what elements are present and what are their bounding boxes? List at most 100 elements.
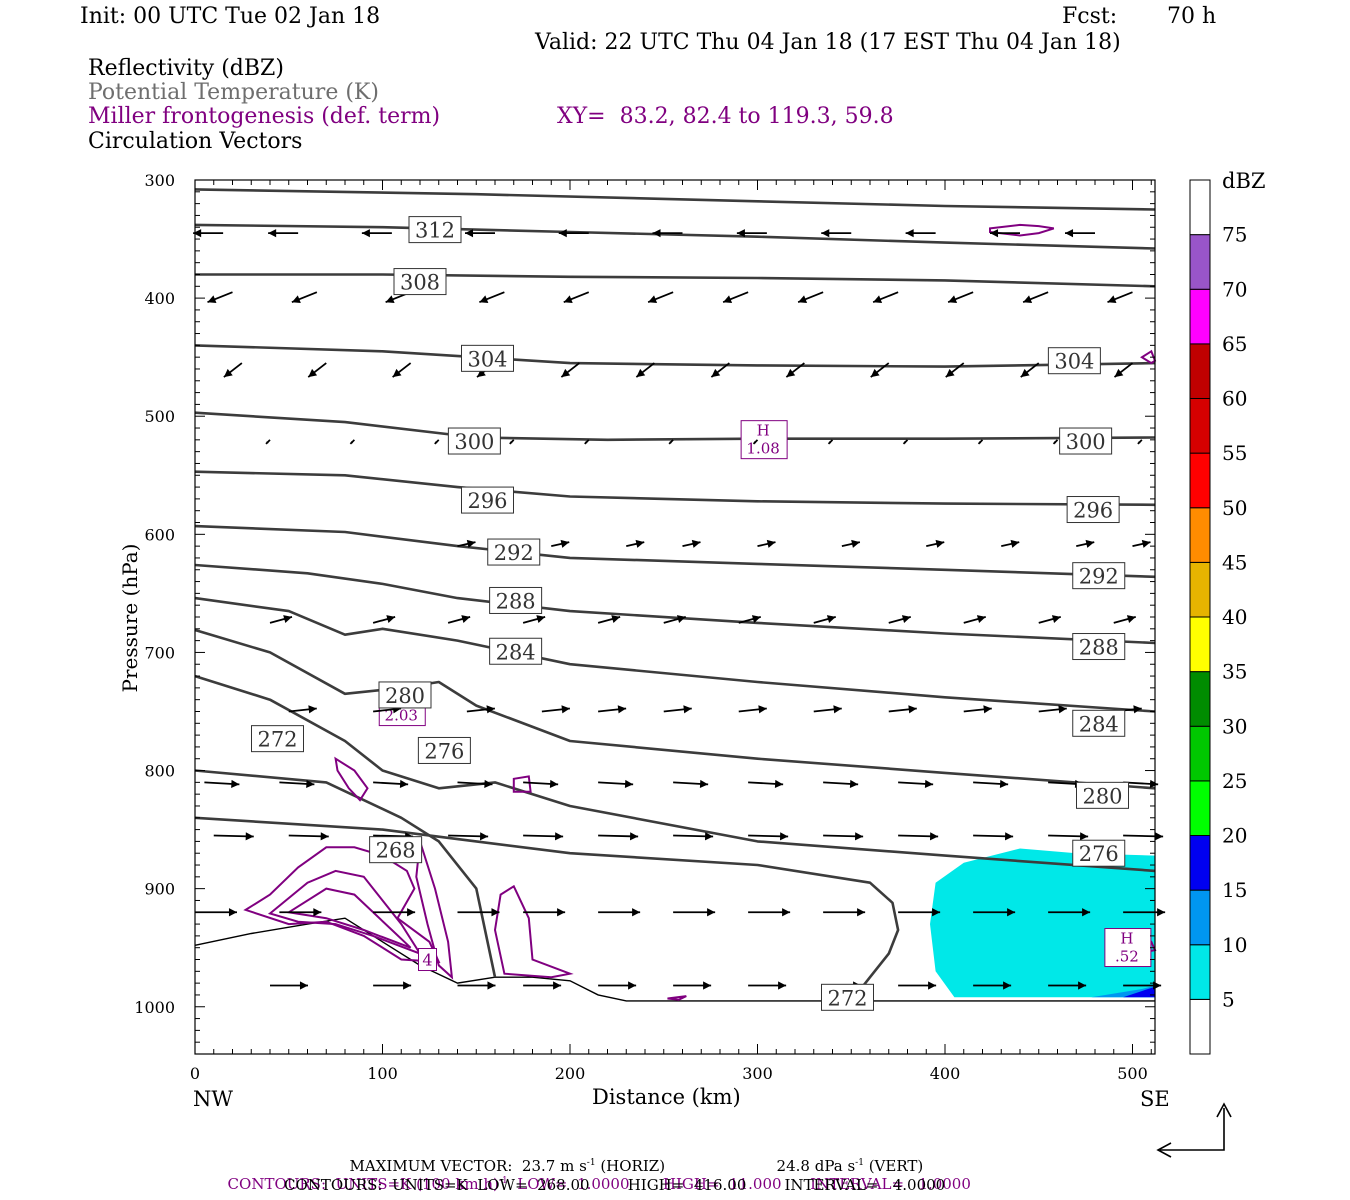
- circulation-vector: [598, 705, 627, 714]
- init-time: Init: 00 UTC Tue 02 Jan 18: [80, 4, 381, 29]
- circulation-vector: [1137, 439, 1143, 445]
- isentrope-label: 272: [257, 728, 297, 752]
- colorbar-tick-label: 65: [1222, 332, 1247, 356]
- vector-head: [1114, 368, 1124, 378]
- vector-head: [924, 779, 934, 788]
- vector-head: [635, 539, 645, 548]
- frontogenesis-contour: [267, 869, 423, 956]
- reflectivity-fill-layer: [930, 848, 1155, 998]
- circulation-vector: [523, 779, 559, 788]
- circulation-vector: [827, 439, 834, 445]
- circulation-vector: [193, 229, 224, 238]
- circulation-vector: [963, 705, 992, 714]
- colorbar-segment: [1189, 835, 1211, 891]
- circulation-vector: [710, 362, 730, 378]
- isentrope-label: 308: [400, 271, 440, 295]
- circulation-vector: [372, 615, 396, 624]
- circulation-vector: [291, 291, 318, 304]
- circulation-vector: [1107, 291, 1133, 304]
- isentrope-label: 268: [376, 839, 416, 863]
- vector-head: [976, 615, 986, 623]
- circulation-vector: [898, 908, 941, 917]
- x-end-label-se: SE: [1140, 1087, 1170, 1111]
- circulation-vector: [945, 362, 965, 378]
- vector-head: [705, 832, 714, 841]
- colorbar-tick-label: 15: [1222, 878, 1247, 902]
- isentrope-label-box: [821, 983, 874, 1011]
- isentrope-label: 284: [496, 640, 536, 664]
- vector-head: [617, 705, 627, 714]
- circulation-vector: [457, 539, 476, 548]
- vector-head: [855, 832, 864, 841]
- colorbar-segment: [1189, 452, 1211, 509]
- circulation-vector: [905, 229, 936, 238]
- vector-head: [1137, 441, 1141, 444]
- vector-head: [486, 705, 495, 714]
- y-tick-label: 300: [144, 171, 175, 190]
- isentrope-label: 284: [1079, 712, 1119, 736]
- vector-head: [945, 368, 955, 378]
- circulation-vector: [457, 981, 496, 990]
- isentrope-label-box: [489, 586, 543, 614]
- colorbar-tick-label: 20: [1222, 824, 1247, 848]
- colorbar-tick-label: 70: [1222, 277, 1247, 301]
- isentrope-label-box: [417, 736, 471, 764]
- x-tick-label: 400: [930, 1064, 961, 1083]
- vector-head: [1020, 368, 1030, 378]
- circulation-vector: [823, 832, 864, 841]
- circulation-vector: [663, 615, 686, 624]
- vector-head: [392, 368, 402, 378]
- vector-head: [1126, 615, 1136, 623]
- isentrope-label-box: [378, 681, 432, 709]
- y-tick-label: 1000: [134, 998, 175, 1017]
- isentrope-label: 280: [385, 684, 425, 708]
- vector-head: [407, 908, 416, 917]
- vector-head: [1107, 295, 1117, 304]
- circulation-vector: [841, 539, 861, 548]
- legend-reflectivity: Reflectivity (dBZ): [88, 56, 284, 81]
- isentrope-label-box: [1047, 347, 1101, 375]
- max-vector-horiz-exp: -1: [586, 1158, 596, 1168]
- vector-head: [1155, 832, 1164, 841]
- circulation-vector: [663, 705, 692, 714]
- y-tick-label: 600: [144, 525, 175, 544]
- vector-head: [751, 615, 761, 623]
- vector-head: [798, 295, 808, 304]
- isentrope-layer: [194, 188, 1156, 1002]
- vector-head: [652, 229, 661, 238]
- vector-head: [320, 832, 329, 841]
- circulation-vector: [1065, 229, 1095, 238]
- vector-head: [1010, 539, 1020, 548]
- circulation-vector: [509, 439, 515, 445]
- vector-head: [228, 908, 237, 917]
- vector-head: [935, 539, 945, 548]
- legend-frontogenesis: Miller frontogenesis (def. term): [88, 104, 441, 129]
- vector-head: [484, 779, 493, 788]
- isentrope-label: 280: [1082, 784, 1122, 808]
- circulation-vector: [872, 291, 899, 304]
- circulation-vector: [752, 439, 759, 445]
- vector-head: [857, 908, 866, 917]
- vector-head: [299, 981, 308, 990]
- vector-head: [487, 981, 496, 990]
- vector-head: [669, 441, 672, 444]
- circulation-vector: [584, 439, 590, 445]
- vector-head: [753, 441, 757, 444]
- circulation-vector: [523, 908, 566, 917]
- isentrope-308: [194, 223, 1156, 250]
- isentrope-label-box: [447, 427, 501, 455]
- vector-head: [1065, 229, 1074, 238]
- vector-head: [948, 295, 958, 304]
- frontogenesis-contour: [493, 884, 574, 979]
- frontogenesis-contour-info: CONTOURS: UNITS=K (100 km h)-1 LOW= 1.00…: [218, 1157, 971, 1193]
- colorbar-tick-label: 75: [1222, 223, 1247, 247]
- x-tick-label: 100: [367, 1064, 398, 1083]
- vector-head: [313, 908, 322, 917]
- max-vector-vert-info: 24.8 dPa s-1 (VERT): [767, 1139, 924, 1175]
- frontogenesis-max-letter: H: [757, 422, 770, 440]
- vector-head: [308, 705, 317, 714]
- colorbar-tick-label: 30: [1222, 714, 1247, 738]
- vector-head: [611, 615, 621, 623]
- isentrope-label: 300: [1066, 430, 1106, 454]
- x-tick-label: 0: [190, 1064, 200, 1083]
